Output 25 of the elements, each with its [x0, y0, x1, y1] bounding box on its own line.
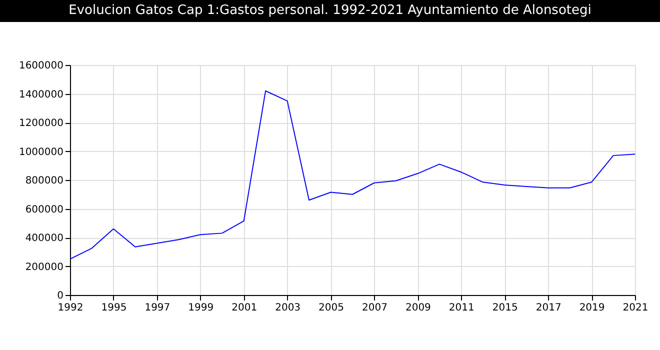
- x-tick-label: 2015: [492, 302, 518, 314]
- x-tick-label: 1999: [188, 302, 214, 314]
- y-tick-label: 600000: [25, 204, 64, 216]
- x-tick-label: 2001: [232, 302, 258, 314]
- y-tick-label: 0: [57, 290, 64, 302]
- x-tick-label: 2003: [275, 302, 301, 314]
- x-tick-label: 2021: [622, 302, 648, 314]
- y-tick-label: 1200000: [18, 118, 64, 129]
- y-tick-label: 800000: [25, 176, 64, 186]
- x-tick-label: 1992: [58, 302, 84, 314]
- x-tick-label: 2011: [448, 302, 474, 314]
- x-tick-label: 2019: [579, 302, 605, 314]
- y-tick-label: 1600000: [18, 60, 64, 72]
- y-tick-label: 1000000: [18, 146, 64, 158]
- line-series: [70, 90, 636, 260]
- y-tick-label: 400000: [25, 233, 64, 244]
- x-tick-label: 2005: [318, 302, 344, 314]
- y-tick-label: 1400000: [18, 89, 64, 100]
- y-tick-label: 200000: [25, 262, 64, 273]
- chart-title: Evolucion Gatos Cap 1:Gastos personal. 1992-2021 Ayuntamiento de Alonsotegi: [0, 0, 660, 22]
- x-tick-label: 2007: [362, 302, 388, 314]
- x-tick-label: 2009: [405, 302, 431, 314]
- x-tick-label: 2017: [536, 302, 562, 314]
- x-tick-label: 1997: [144, 302, 170, 314]
- x-tick-label: 1995: [101, 302, 127, 314]
